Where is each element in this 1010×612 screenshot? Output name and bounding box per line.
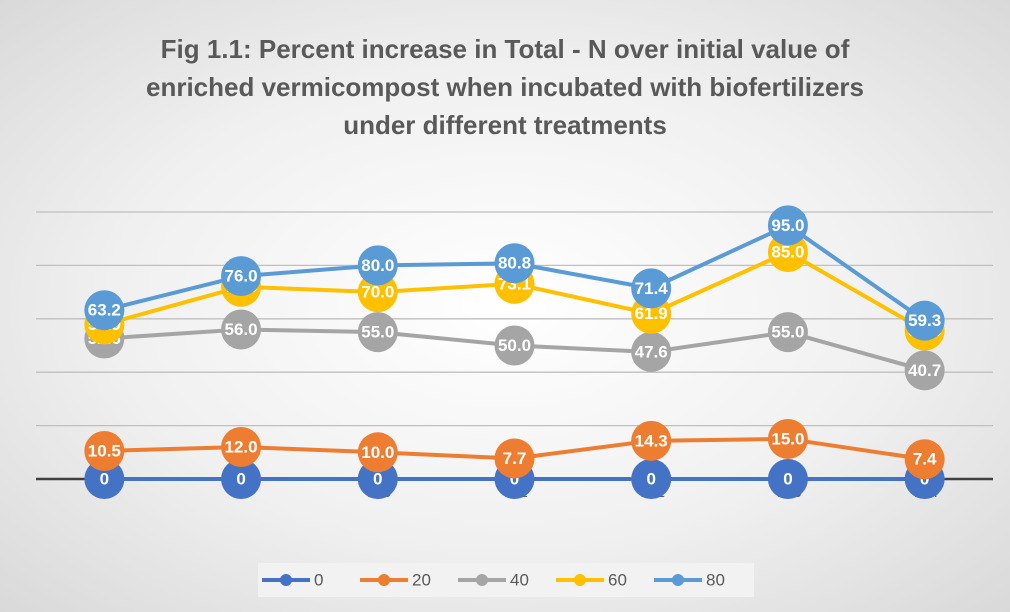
legend-marker [476,574,488,586]
legend-label: 20 [412,570,431,589]
data-label: 0 [100,469,109,488]
legend-marker [378,574,390,586]
data-label: 0 [646,469,655,488]
marker [904,350,945,391]
legend-label: 60 [608,570,627,589]
marker [221,256,262,297]
data-label: 76.0 [225,267,258,286]
legend-label: 80 [706,570,725,589]
data-label: 10.5 [88,441,121,460]
data-label: 0 [783,469,792,488]
data-label: 40.7 [908,361,941,380]
legend-label: 0 [314,570,323,589]
data-label: 50.0 [498,336,531,355]
marker [904,300,945,341]
data-label: 59.3 [908,311,941,330]
data-label: 56.0 [225,320,258,339]
legend-marker [672,574,684,586]
data-label: 70.0 [361,283,394,302]
data-label: 7.4 [913,450,937,469]
marker [494,243,535,284]
data-label: 71.4 [635,279,669,298]
data-label: 55.0 [361,323,394,342]
data-label: 0 [373,469,382,488]
data-label: 7.7 [503,449,527,468]
marker [357,312,398,353]
marker [767,459,808,499]
marker [357,432,398,473]
data-label: 63.2 [88,301,121,320]
legend-label: 40 [510,570,529,589]
chart-title: Fig 1.1: Percent increase in Total - N o… [145,34,865,140]
data-label: 0 [510,469,519,488]
data-label: 95.0 [771,216,804,235]
marker [357,245,398,286]
marker [84,430,125,471]
legend-marker [280,574,292,586]
marker [494,438,535,479]
marker [631,420,672,461]
marker [84,459,125,499]
marker [631,268,672,309]
marker [904,439,945,480]
data-label: 47.6 [635,342,668,361]
marker [84,290,125,331]
marker [221,459,262,499]
marker [494,325,535,366]
data-label: 80.0 [361,256,394,275]
marker [631,331,672,372]
data-label: 10.0 [361,443,394,462]
data-label: 55.0 [771,323,804,342]
marker [631,459,672,499]
data-label: 15.0 [771,429,804,448]
marker [221,426,262,467]
data-label: 85.0 [771,243,804,262]
marker [221,309,262,350]
marker [767,205,808,246]
data-label: 80.8 [498,254,531,273]
data-label: 61.9 [635,304,668,323]
legend-marker [574,574,586,586]
data-label: 14.3 [635,431,668,450]
data-label: 12.0 [225,437,258,456]
marker [767,312,808,353]
data-label: 0 [236,469,245,488]
marker [767,418,808,459]
